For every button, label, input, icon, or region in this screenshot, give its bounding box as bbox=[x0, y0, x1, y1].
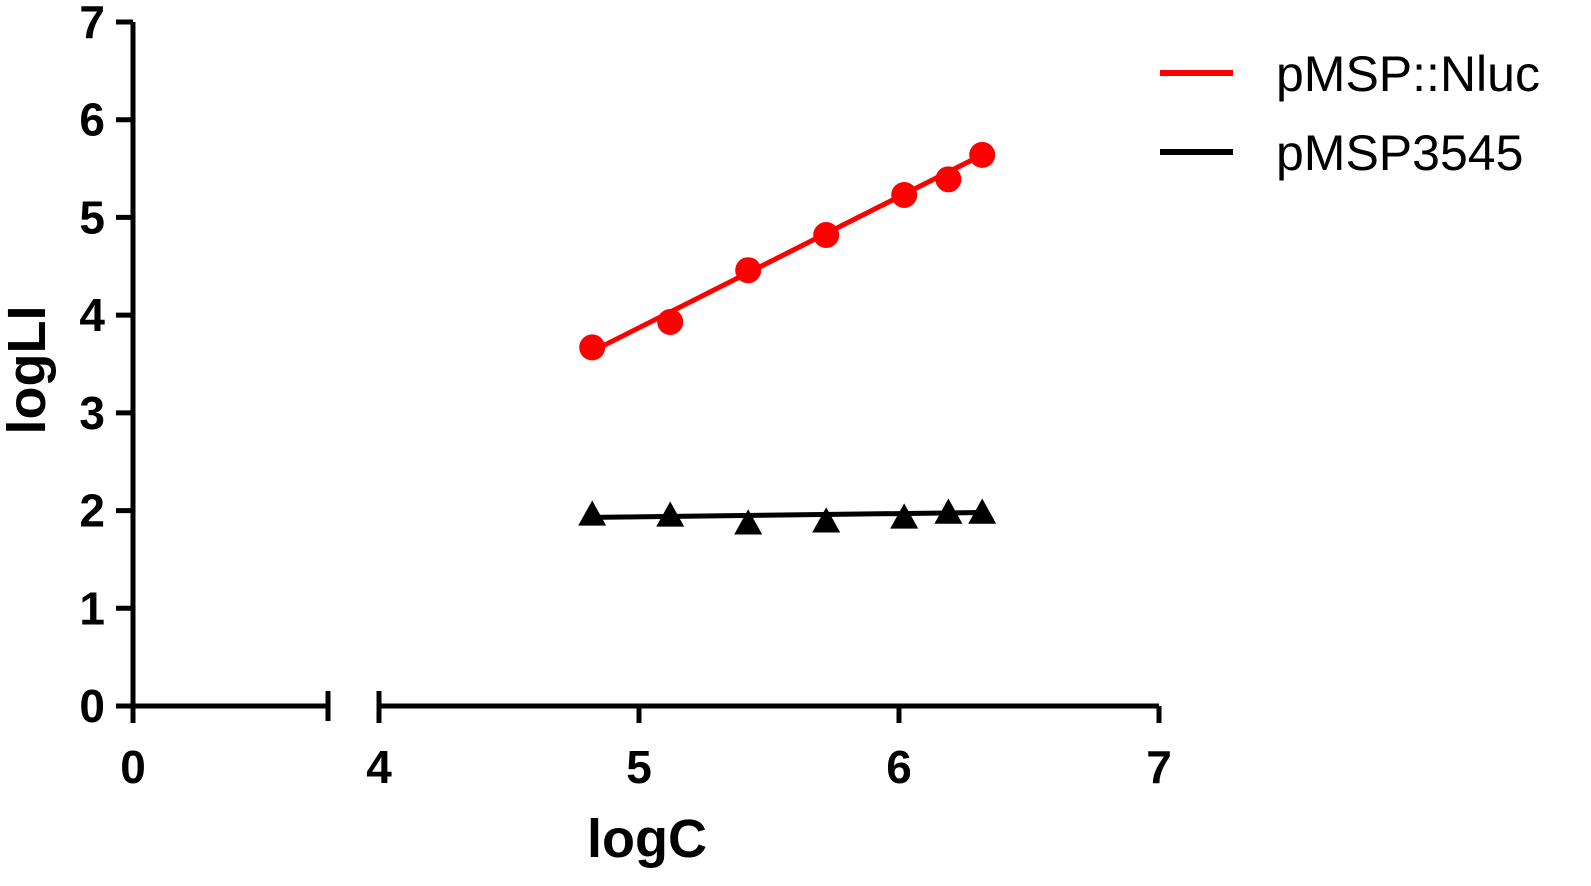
x-tick-label: 4 bbox=[366, 741, 392, 793]
y-tick-label: 5 bbox=[79, 191, 105, 243]
point-series-1 bbox=[578, 500, 607, 526]
point-series-1 bbox=[656, 501, 685, 527]
x-axis-title: logC bbox=[587, 809, 707, 869]
legend-label-3545: pMSP3545 bbox=[1276, 125, 1523, 181]
y-tick-label: 2 bbox=[79, 485, 105, 537]
point-series-0 bbox=[935, 166, 962, 193]
point-series-1 bbox=[934, 498, 963, 524]
point-series-0 bbox=[813, 222, 840, 249]
y-tick-label: 3 bbox=[79, 387, 105, 439]
y-tick-label: 4 bbox=[79, 289, 105, 341]
y-axis-title: logLI bbox=[0, 306, 57, 435]
point-series-1 bbox=[812, 507, 841, 533]
x-tick-label: 6 bbox=[886, 741, 912, 793]
x-tick-label: 7 bbox=[1146, 741, 1172, 793]
point-series-1 bbox=[734, 509, 763, 535]
point-series-0 bbox=[579, 334, 606, 361]
legend: pMSP::Nluc pMSP3545 bbox=[1160, 46, 1540, 181]
fit-line-series-1 bbox=[592, 510, 983, 520]
fit-lines bbox=[591, 152, 984, 520]
data-points bbox=[578, 141, 997, 535]
point-series-0 bbox=[969, 141, 996, 168]
point-series-1 bbox=[968, 498, 997, 524]
y-tick-label: 0 bbox=[79, 680, 105, 732]
y-tick-label: 1 bbox=[79, 582, 105, 634]
y-tick-label: 6 bbox=[79, 94, 105, 146]
fit-line-series-0 bbox=[591, 152, 984, 354]
point-series-0 bbox=[891, 181, 918, 208]
point-series-0 bbox=[735, 257, 762, 284]
x-tick-label: 0 bbox=[120, 741, 146, 793]
y-tick-label: 7 bbox=[79, 0, 105, 48]
ticks: 0 1 2 3 4 5 6 7 0 4 5 6 7 bbox=[79, 0, 1171, 793]
axes bbox=[130, 22, 1159, 721]
point-series-0 bbox=[657, 308, 684, 335]
legend-label-nluc: pMSP::Nluc bbox=[1276, 46, 1540, 102]
x-tick-label: 5 bbox=[626, 741, 652, 793]
point-series-1 bbox=[890, 503, 919, 529]
